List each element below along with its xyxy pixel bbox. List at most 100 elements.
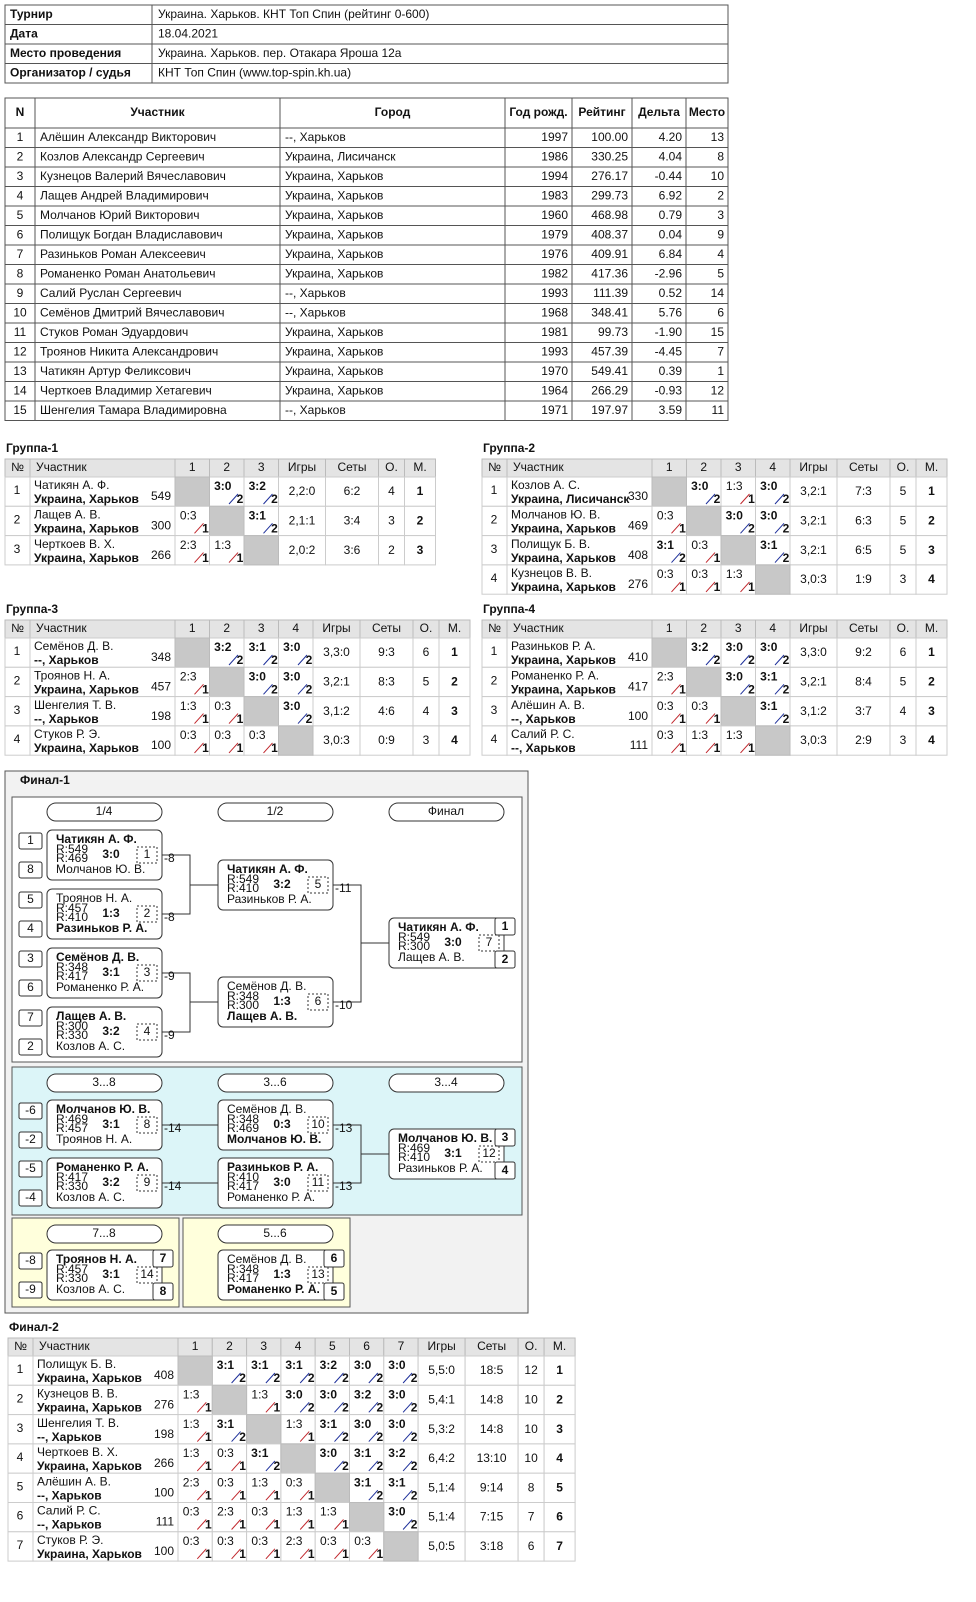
table-cell bbox=[686, 535, 722, 566]
match-sub: 1 bbox=[308, 1518, 315, 1532]
row-number: 3 bbox=[491, 542, 498, 556]
cell-text: 3 bbox=[717, 208, 724, 222]
player-name: Козлов А. С. bbox=[56, 1039, 125, 1053]
match-score: 0:3 bbox=[320, 1534, 337, 1548]
seed-box bbox=[18, 1160, 43, 1178]
score-slash bbox=[334, 1460, 344, 1472]
player-city: --, Харьков bbox=[511, 712, 576, 726]
column-header: Игры bbox=[322, 621, 350, 635]
match-sub: 1 bbox=[205, 1430, 212, 1444]
player-rating: R:300 bbox=[398, 939, 430, 953]
match-score: 3:2 bbox=[214, 640, 232, 654]
match-number: 12 bbox=[482, 1146, 496, 1160]
score-slash bbox=[740, 522, 750, 534]
match-score: 3:1 bbox=[760, 538, 778, 552]
table-cell bbox=[543, 1502, 576, 1533]
loser-destination: -9 bbox=[164, 969, 175, 983]
player-name: Семёнов Д. В. bbox=[227, 1252, 306, 1266]
score-slash bbox=[299, 1372, 310, 1384]
place-box bbox=[152, 1282, 174, 1301]
column-header: Участник bbox=[513, 460, 564, 474]
player-city: Украина, Харьков bbox=[34, 741, 139, 755]
player-rating: 100 bbox=[151, 738, 171, 752]
table-cell bbox=[686, 564, 722, 595]
row-number: 3 bbox=[14, 703, 21, 717]
sets: 8:4 bbox=[855, 674, 872, 688]
player-rating: 111 bbox=[630, 738, 649, 752]
match-sub: 2 bbox=[376, 1488, 383, 1502]
table-cell bbox=[211, 1472, 248, 1503]
table-cell bbox=[755, 476, 791, 507]
match-sub: 1 bbox=[239, 1459, 246, 1473]
player-rating: 417 bbox=[628, 679, 648, 693]
score-slash bbox=[231, 1372, 241, 1384]
cell-text: 409.91 bbox=[591, 247, 628, 261]
empty-cell bbox=[243, 535, 279, 566]
table-cell bbox=[543, 1531, 576, 1562]
score-slash bbox=[263, 493, 273, 505]
score-slash bbox=[740, 654, 750, 666]
table-cell bbox=[506, 637, 653, 668]
match-sub: 2 bbox=[748, 521, 755, 535]
score-slash bbox=[705, 552, 716, 563]
player-name: Лащев А. В. bbox=[34, 507, 101, 521]
match-score: 3:0 bbox=[388, 1505, 406, 1519]
column-header: Город bbox=[375, 105, 411, 119]
match-sub: 2 bbox=[679, 551, 686, 565]
match-score: 3:1 bbox=[285, 1358, 303, 1372]
table-cell bbox=[417, 1443, 466, 1474]
cell-text: 7 bbox=[717, 345, 724, 359]
match-score: 1:3 bbox=[214, 538, 231, 552]
cell-text: 2 bbox=[717, 189, 724, 203]
cell-text: 14 bbox=[711, 286, 725, 300]
table-cell bbox=[543, 1472, 576, 1503]
place: 2 bbox=[417, 513, 424, 527]
cell-text: 1971 bbox=[541, 403, 568, 417]
score-slash bbox=[231, 1431, 241, 1442]
place: 8 bbox=[160, 1284, 167, 1298]
cell-text: 99.73 bbox=[598, 325, 628, 339]
match-score: 2:3 bbox=[286, 1534, 303, 1548]
player-rating: 408 bbox=[154, 1368, 174, 1382]
match-sub: 1 bbox=[308, 1488, 315, 1502]
player-rating: 469 bbox=[628, 518, 648, 532]
match-sub: 1 bbox=[679, 741, 686, 755]
player-rating: R:469 bbox=[56, 1112, 88, 1126]
table-cell bbox=[789, 637, 838, 668]
points: 3 bbox=[900, 733, 907, 747]
header-cell bbox=[571, 97, 633, 129]
table-cell bbox=[889, 564, 917, 595]
cell-text: 6.92 bbox=[659, 189, 683, 203]
cell-text: 15 bbox=[711, 325, 725, 339]
cell-text: 1 bbox=[17, 130, 24, 144]
player-name: Шенгелия Т. В. bbox=[37, 1416, 119, 1430]
match-score: 3:2 bbox=[691, 640, 709, 654]
player-rating: R:469 bbox=[56, 851, 88, 865]
table-cell bbox=[404, 505, 436, 537]
match-score: 3:1 bbox=[760, 669, 778, 683]
player-rating: 348 bbox=[151, 650, 171, 664]
match-box bbox=[388, 1128, 505, 1180]
match-score: 0:3 bbox=[657, 728, 674, 742]
table-cell bbox=[4, 476, 31, 507]
cell-text: 0.39 bbox=[659, 364, 683, 378]
table-cell bbox=[915, 696, 948, 727]
sets: 3:6 bbox=[344, 543, 361, 557]
cell-text: 1 bbox=[717, 364, 724, 378]
match-sub: 2 bbox=[274, 1459, 281, 1473]
match-score: 3:1 bbox=[354, 1475, 372, 1489]
score-slash bbox=[265, 1372, 276, 1384]
player-name: Семёнов Д. В. bbox=[34, 639, 113, 653]
row-number: 2 bbox=[491, 512, 498, 526]
table-cell bbox=[438, 725, 471, 756]
table-cell bbox=[412, 696, 440, 727]
cell-text: 11 bbox=[14, 325, 27, 339]
cell-text: Лащев Андрей Владимирович bbox=[40, 189, 209, 203]
match-number-box bbox=[307, 1266, 329, 1284]
score-slash bbox=[774, 713, 785, 724]
seed: 7 bbox=[27, 1010, 34, 1024]
score-slash bbox=[671, 522, 681, 534]
score-slash bbox=[231, 1489, 241, 1501]
player-rating: 300 bbox=[151, 518, 171, 532]
player-rating: R:330 bbox=[56, 1028, 88, 1042]
